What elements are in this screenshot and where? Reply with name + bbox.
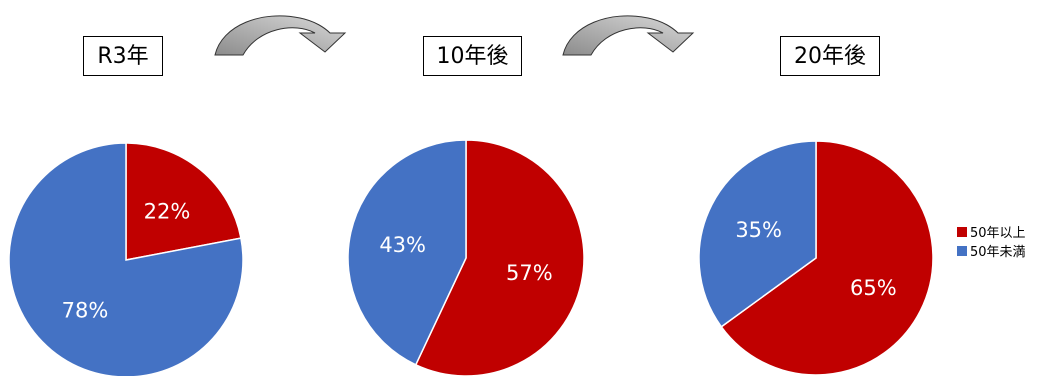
- pie-chart-2: 65% 35%: [698, 140, 934, 376]
- pie-data-label: 65%: [850, 276, 897, 300]
- pie-data-label: 22%: [144, 199, 191, 223]
- pie-chart-1: 57% 43%: [347, 139, 585, 376]
- pie-slice-under50: [698, 140, 817, 328]
- legend-label-over50: 50年以上: [970, 226, 1026, 241]
- pie-slice-over50: [720, 140, 934, 376]
- legend: 50年以上 50年未満: [957, 222, 1026, 260]
- legend-item-under50: 50年未満: [957, 241, 1026, 260]
- curved-arrow-icon: [214, 15, 347, 56]
- legend-label-under50: 50年未満: [970, 245, 1026, 260]
- legend-swatch-under50: [957, 245, 967, 256]
- pie-chart-0: 22% 78%: [8, 142, 244, 376]
- pie-slice-under50: [347, 139, 467, 366]
- pie-data-label: 78%: [62, 299, 109, 323]
- pie-data-label: 43%: [379, 233, 426, 257]
- pie-title-20-years-later: 20年後: [780, 36, 880, 76]
- legend-item-over50: 50年以上: [957, 222, 1026, 241]
- pie-title-10-years-later: 10年後: [423, 36, 522, 76]
- pie-title-r3: R3年: [83, 36, 163, 76]
- pie-data-label: 57%: [506, 261, 553, 285]
- pie-slice-over50: [125, 142, 242, 261]
- pie-slice-under50: [8, 142, 244, 376]
- pie-data-label: 35%: [735, 218, 782, 242]
- legend-swatch-over50: [957, 226, 967, 237]
- curved-arrow-icon: [562, 15, 695, 56]
